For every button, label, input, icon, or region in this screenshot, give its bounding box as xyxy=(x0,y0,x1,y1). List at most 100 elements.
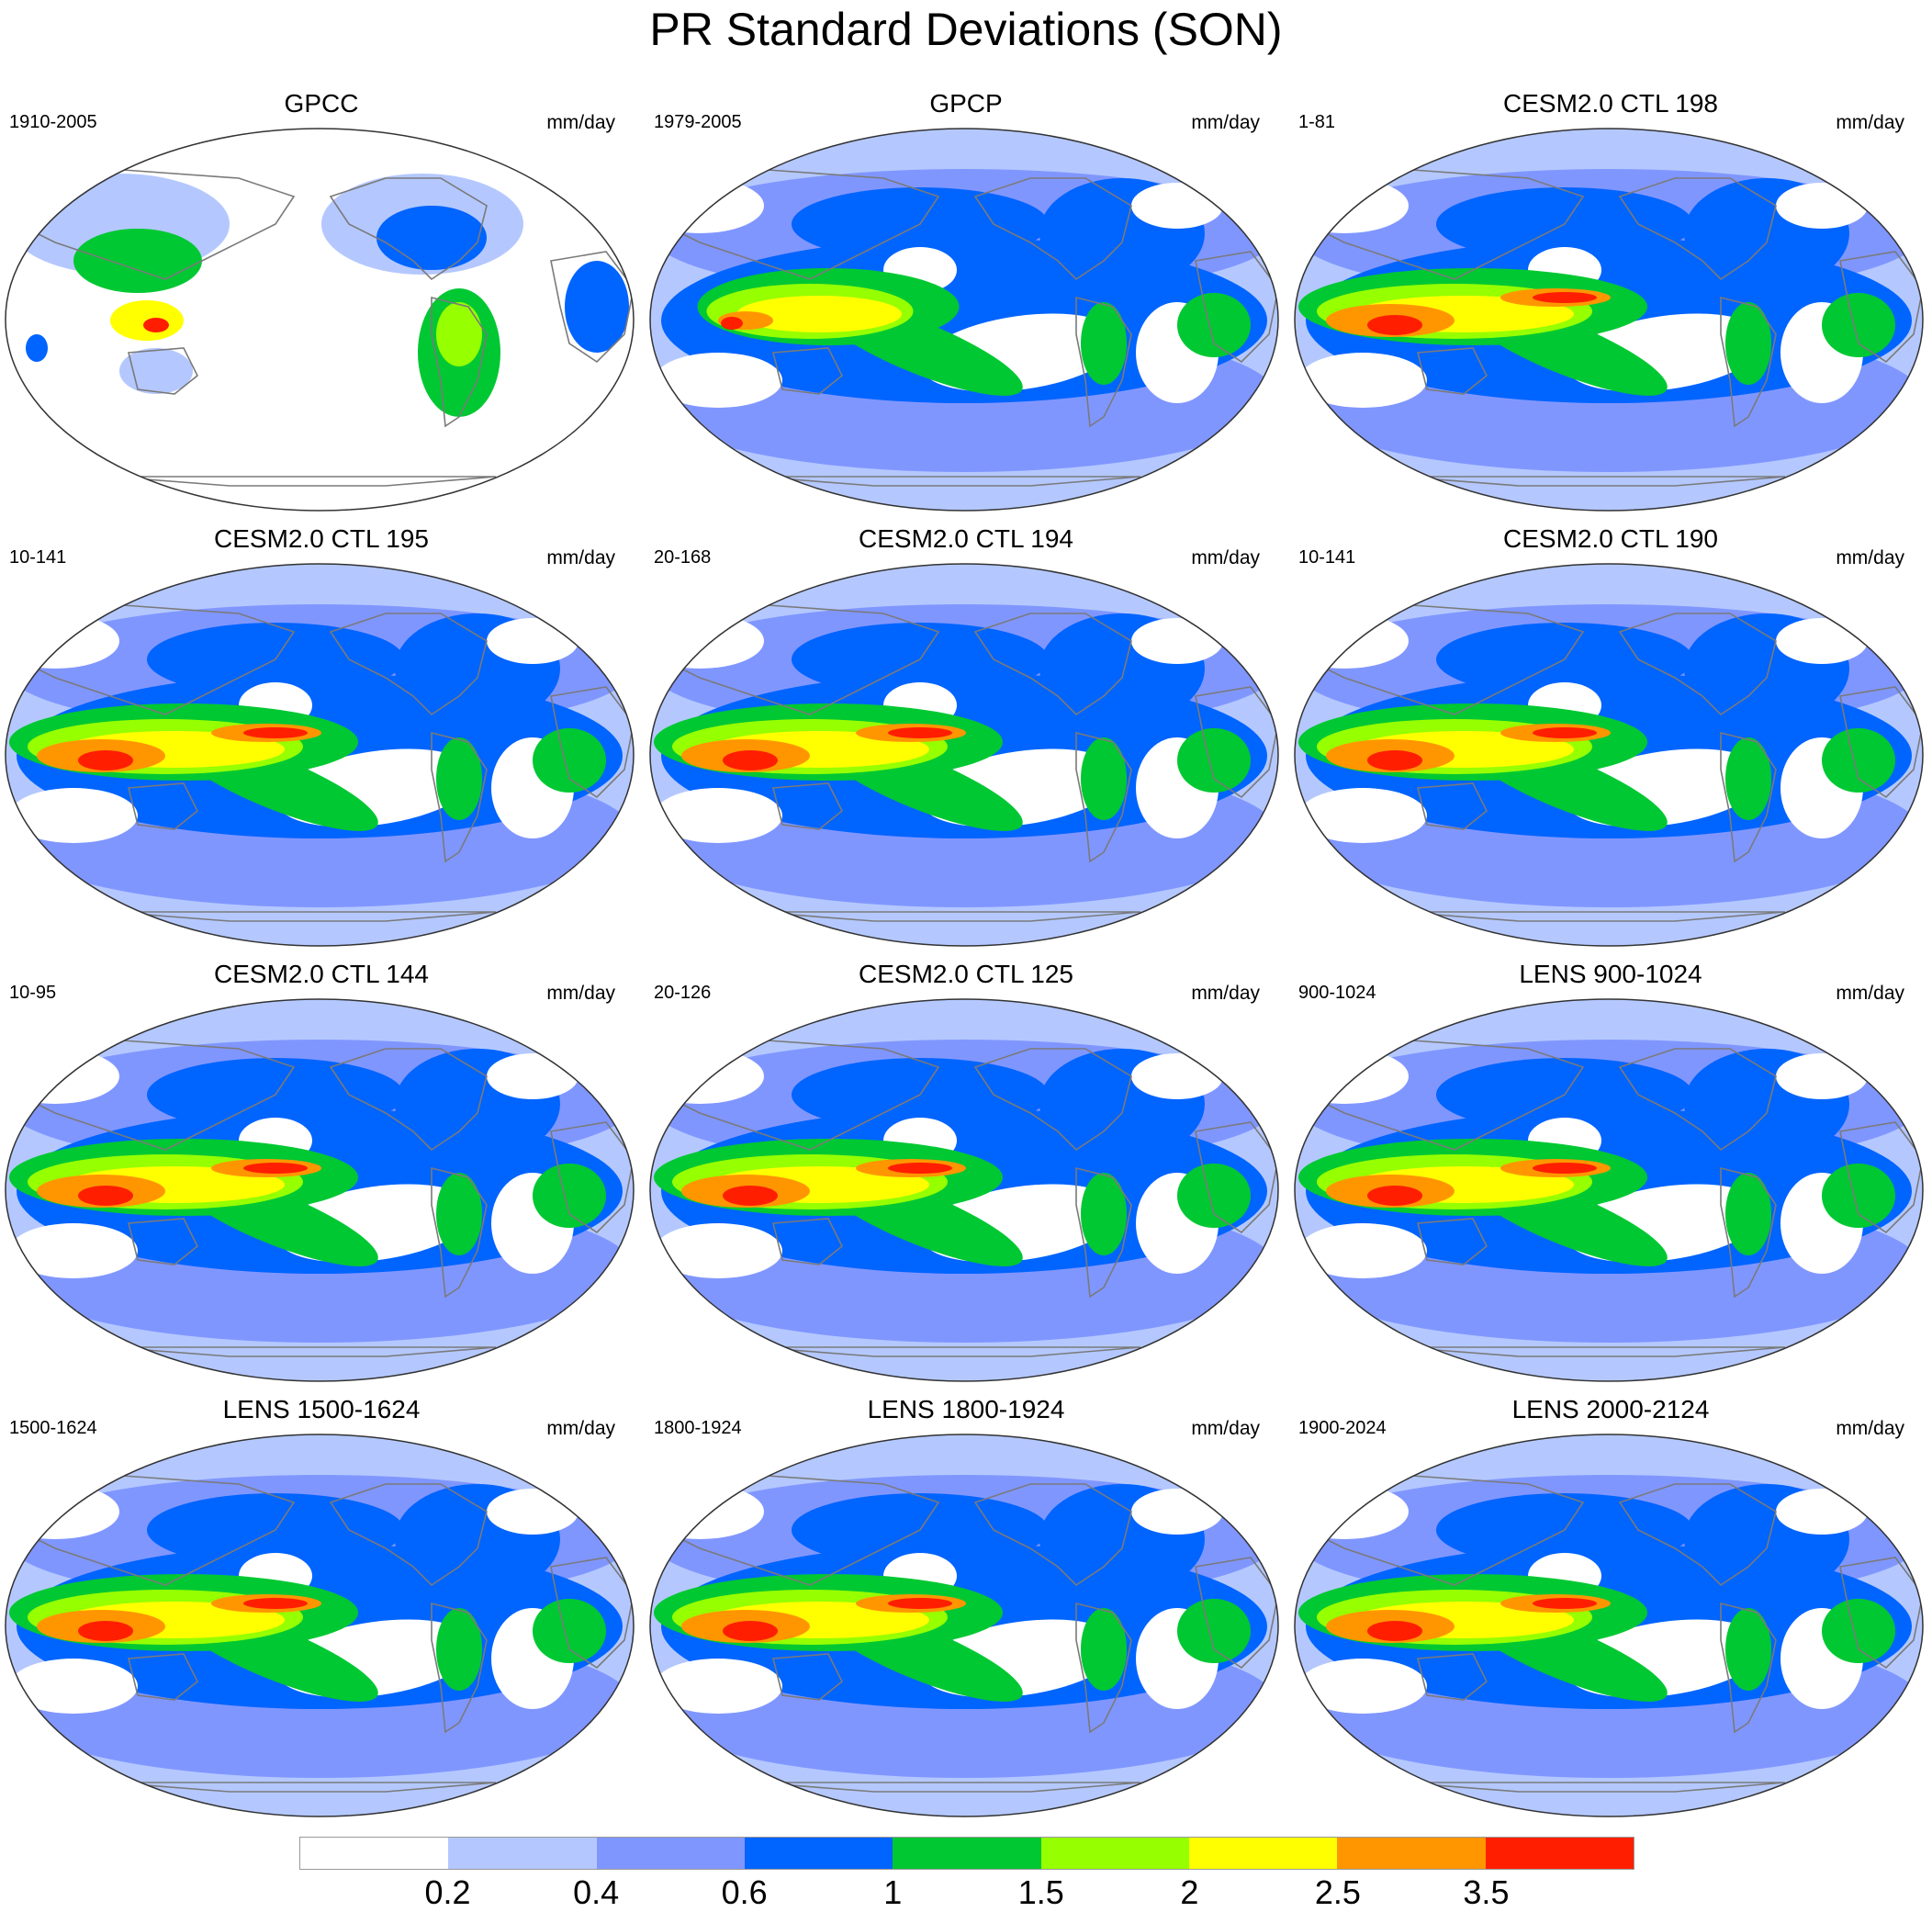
map-projection xyxy=(649,998,1279,1382)
precip-field xyxy=(1295,1434,1923,1816)
atlantic-itcz-green xyxy=(533,728,606,793)
equatorial-pacific-red xyxy=(1533,727,1597,738)
map-frame xyxy=(1294,128,1924,512)
antarctica-outline xyxy=(109,911,497,922)
legend-tick-label: 2 xyxy=(1180,1873,1199,1911)
color-legend-bar xyxy=(299,1837,1634,1870)
africa-outline xyxy=(1195,686,1278,799)
legend-color-box xyxy=(1485,1838,1634,1869)
panel-period: 10-95 xyxy=(9,983,57,1003)
eurasia-outline xyxy=(17,1039,296,1151)
north-atlantic-dry-zone xyxy=(1131,1053,1223,1099)
north-atlantic-dry-zone xyxy=(1776,183,1868,229)
panel-title: GPCC xyxy=(284,89,359,118)
north-america-outline xyxy=(973,177,1132,281)
warm-pool-red xyxy=(723,750,778,770)
map-panel: CESM2.0 CTL 125 20-126 mm/day xyxy=(645,959,1287,1395)
south-indian-dry-zone xyxy=(1298,1223,1427,1278)
legend-tick-label: 0.6 xyxy=(721,1873,768,1911)
north-america-outline xyxy=(329,613,488,716)
atlantic-itcz-green xyxy=(533,1599,606,1663)
south-indian-dry-zone xyxy=(9,1659,138,1714)
eurasia-outline xyxy=(17,603,296,715)
antarctica-outline xyxy=(754,911,1141,922)
map-frame xyxy=(649,563,1279,947)
amazon-green xyxy=(1081,1173,1127,1255)
panel-title: CESM2.0 CTL 125 xyxy=(859,960,1073,988)
eurasia-outline xyxy=(662,1039,940,1151)
australia-field xyxy=(119,348,193,394)
antarctica-outline xyxy=(754,476,1141,487)
eurasia-outline xyxy=(662,603,940,715)
north-america-outline xyxy=(1618,1048,1777,1152)
map-panel: CESM2.0 CTL 190 10-141 mm/day xyxy=(1289,523,1932,960)
east-asia-green xyxy=(73,229,202,293)
map-frame xyxy=(649,128,1279,512)
amazon-green xyxy=(1725,1173,1771,1255)
south-america-outline xyxy=(1075,296,1132,428)
map-frame xyxy=(5,563,635,947)
africa-outline xyxy=(1839,1121,1923,1234)
australia-outline xyxy=(127,1218,199,1265)
maritime-continent-red xyxy=(143,318,169,332)
atlantic-itcz-green xyxy=(1822,728,1895,793)
atlantic-itcz-green xyxy=(1177,728,1251,793)
africa-outline xyxy=(550,686,634,799)
amazon-green xyxy=(1081,302,1127,385)
eurasia-outline xyxy=(662,1474,940,1586)
legend-tick-label: 2.5 xyxy=(1314,1873,1361,1911)
map-frame xyxy=(5,998,635,1382)
equatorial-pacific-red xyxy=(888,1598,952,1609)
panel-title: CESM2.0 CTL 144 xyxy=(214,960,429,988)
legend-color-box xyxy=(300,1838,449,1869)
map-panel: CESM2.0 CTL 194 20-168 mm/day xyxy=(645,523,1287,960)
panel-units: mm/day xyxy=(1836,112,1904,133)
eurasia-outline xyxy=(662,168,940,280)
africa-outline xyxy=(1839,251,1923,364)
north-atlantic-dry-zone xyxy=(1776,618,1868,664)
panel-period: 1-81 xyxy=(1298,112,1336,132)
north-atlantic-dry-zone xyxy=(487,618,578,664)
map-projection xyxy=(649,128,1279,512)
panel-units: mm/day xyxy=(1836,547,1904,568)
australia-outline xyxy=(771,1218,844,1265)
panel-period: 1979-2005 xyxy=(654,112,742,132)
north-america-outline xyxy=(1618,613,1777,716)
antarctica-outline xyxy=(1398,1782,1786,1793)
itcz-yellow xyxy=(736,296,902,332)
eurasia-outline xyxy=(1307,1474,1585,1586)
map-projection xyxy=(649,1434,1279,1817)
north-america-outline xyxy=(973,1483,1132,1587)
atlantic-itcz-green xyxy=(1177,1599,1251,1663)
panel-title: LENS 1500-1624 xyxy=(222,1395,421,1423)
equatorial-pacific-red xyxy=(888,727,952,738)
amazon-core xyxy=(436,302,482,366)
panel-period: 1800-1924 xyxy=(654,1418,742,1438)
australia-outline xyxy=(127,1653,199,1701)
south-indian-dry-zone xyxy=(654,353,782,408)
atlantic-itcz-green xyxy=(1822,293,1895,357)
atlantic-itcz-green xyxy=(1177,1164,1251,1228)
legend-tick-label: 0.4 xyxy=(573,1873,620,1911)
panel-units: mm/day xyxy=(546,1418,615,1439)
panel-period: 10-141 xyxy=(9,547,67,568)
map-projection xyxy=(1294,998,1924,1382)
south-america-outline xyxy=(1075,731,1132,863)
map-projection xyxy=(5,1434,635,1817)
north-atlantic-dry-zone xyxy=(487,1053,578,1099)
south-indian-dry-zone xyxy=(654,1659,782,1714)
africa-outline xyxy=(1839,686,1923,799)
north-atlantic-dry-zone xyxy=(1776,1489,1868,1535)
north-america-east xyxy=(376,206,487,270)
australia-outline xyxy=(771,782,844,830)
map-projection xyxy=(1294,128,1924,512)
australia-outline xyxy=(1416,1653,1488,1701)
legend-color-box xyxy=(1040,1838,1189,1869)
panel-title: LENS 2000-2124 xyxy=(1511,1395,1710,1423)
map-panel: CESM2.0 CTL 144 10-95 mm/day xyxy=(0,959,643,1395)
eurasia-outline xyxy=(17,1474,296,1586)
map-frame xyxy=(1294,998,1924,1382)
north-atlantic-dry-zone xyxy=(1776,1053,1868,1099)
legend-tick-label: 0.2 xyxy=(424,1873,471,1911)
south-america-outline xyxy=(431,731,488,863)
